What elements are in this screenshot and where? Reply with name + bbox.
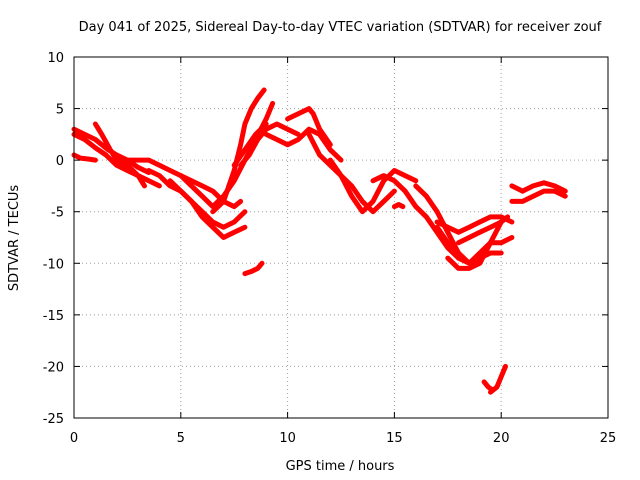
axis-ticks: 0 5 10 15 20 25 -25 -20 -15 -10 -5 0 5 10 — [43, 51, 617, 446]
series-track-20 — [434, 224, 515, 266]
chart-title: Day 041 of 2025, Sidereal Day-to-day VTE… — [79, 20, 602, 35]
x-axis-label: GPS time / hours — [286, 459, 395, 474]
series-track-18 — [391, 202, 406, 210]
x-tick-label: 0 — [70, 431, 78, 446]
series-track-10 — [231, 121, 269, 168]
y-axis-label: SDTVAR / TECUs — [7, 185, 22, 292]
series-track-9 — [210, 87, 267, 215]
series-track-25 — [481, 379, 496, 393]
series-track-28 — [520, 180, 568, 194]
y-tick-label: 10 — [47, 51, 64, 66]
x-tick-label: 5 — [177, 431, 185, 446]
plot-frame — [73, 56, 609, 419]
y-tick-label: -10 — [43, 257, 64, 272]
y-tick-label: 0 — [56, 154, 64, 169]
x-tick-label: 25 — [600, 431, 617, 446]
y-tick-label: -15 — [43, 309, 64, 324]
series-track-11 — [242, 260, 265, 277]
series-track-13 — [263, 126, 344, 163]
x-tick-label: 15 — [386, 431, 403, 446]
y-tick-label: 5 — [56, 103, 64, 118]
series-track-12 — [238, 121, 301, 168]
series-track-16 — [327, 157, 419, 215]
series-track-22 — [434, 214, 515, 235]
x-tick-label: 20 — [493, 431, 510, 446]
series-track-7 — [167, 178, 248, 240]
series-track-23 — [456, 214, 511, 246]
y-tick-label: -25 — [43, 412, 64, 427]
series-track-17 — [370, 173, 461, 261]
series-track-15 — [306, 131, 397, 215]
series-track-4 — [71, 131, 162, 189]
series-track-26 — [509, 188, 568, 204]
series-track-14 — [285, 106, 333, 148]
y-tick-label: -20 — [43, 360, 64, 375]
series-track-21 — [445, 219, 504, 271]
y-tick-label: -5 — [51, 206, 64, 221]
series-track-1 — [71, 152, 98, 163]
x-tick-label: 10 — [279, 431, 296, 446]
data-series — [71, 87, 568, 395]
